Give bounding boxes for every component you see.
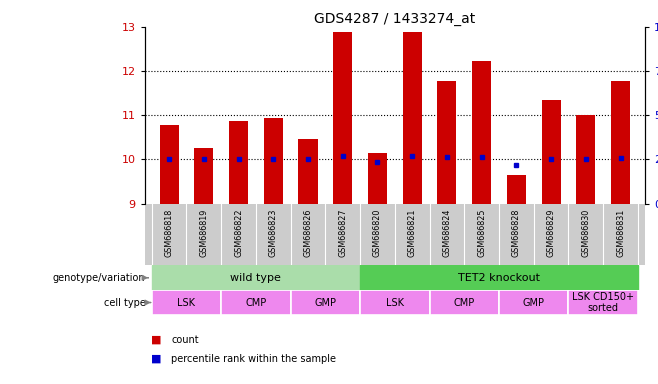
Text: wild type: wild type [230, 273, 282, 283]
Bar [333, 32, 352, 204]
Text: GSM686822: GSM686822 [234, 209, 243, 257]
Text: genotype/variation: genotype/variation [53, 273, 145, 283]
Bar [542, 100, 561, 204]
Text: TET2 knockout: TET2 knockout [458, 273, 540, 283]
Bar [221, 290, 291, 315]
Text: GSM686830: GSM686830 [581, 209, 590, 257]
Text: CMP: CMP [245, 298, 266, 308]
Bar [472, 61, 491, 204]
Text: LSK: LSK [178, 298, 195, 308]
Text: GSM686825: GSM686825 [477, 209, 486, 257]
Title: GDS4287 / 1433274_at: GDS4287 / 1433274_at [314, 12, 476, 26]
Text: LSK CD150+
sorted: LSK CD150+ sorted [572, 292, 634, 313]
Bar [569, 290, 638, 315]
Bar [368, 153, 387, 204]
Text: GSM686823: GSM686823 [268, 209, 278, 257]
Bar [576, 115, 595, 204]
Bar [507, 175, 526, 204]
Text: GSM686828: GSM686828 [512, 209, 521, 257]
Text: GSM686819: GSM686819 [199, 209, 209, 257]
Bar [264, 118, 283, 204]
Text: count: count [171, 335, 199, 345]
Bar [438, 81, 457, 204]
Text: GSM686831: GSM686831 [616, 209, 625, 257]
Text: percentile rank within the sample: percentile rank within the sample [171, 354, 336, 364]
Text: GSM686818: GSM686818 [164, 209, 174, 257]
Text: GMP: GMP [315, 298, 336, 308]
Text: GSM686820: GSM686820 [373, 209, 382, 257]
Bar [360, 265, 638, 290]
Text: GSM686821: GSM686821 [408, 209, 417, 257]
Text: CMP: CMP [453, 298, 475, 308]
Text: GSM686824: GSM686824 [442, 209, 451, 257]
Bar [152, 290, 221, 315]
Text: LSK: LSK [386, 298, 404, 308]
Text: GMP: GMP [522, 298, 545, 308]
Bar [229, 121, 248, 204]
Bar [403, 32, 422, 204]
Bar [194, 148, 213, 204]
Text: GSM686829: GSM686829 [547, 209, 555, 257]
Text: ■: ■ [151, 354, 162, 364]
Bar [299, 139, 318, 204]
Text: cell type: cell type [103, 298, 145, 308]
Bar [360, 290, 430, 315]
Bar [152, 265, 360, 290]
Text: ■: ■ [151, 335, 162, 345]
Bar [611, 81, 630, 204]
Bar [499, 290, 569, 315]
Bar [291, 290, 360, 315]
Text: GSM686826: GSM686826 [303, 209, 313, 257]
Bar [430, 290, 499, 315]
Text: GSM686827: GSM686827 [338, 209, 347, 257]
Bar [159, 125, 178, 204]
